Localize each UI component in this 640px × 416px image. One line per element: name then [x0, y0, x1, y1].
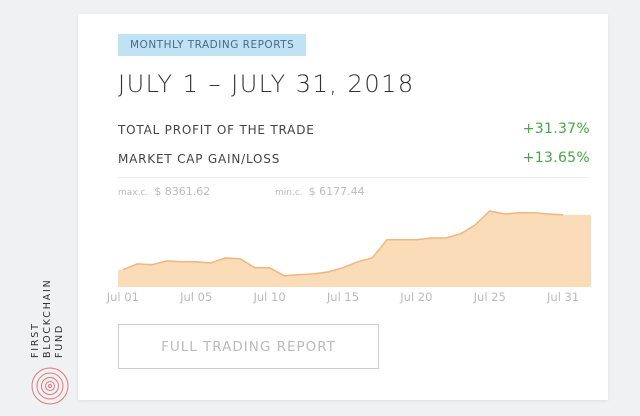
separator [118, 177, 590, 178]
logo [31, 367, 69, 405]
stat-row: TOTAL PROFIT OF THE TRADE +31.37% [118, 121, 590, 137]
brand-text: FIRST [30, 322, 41, 358]
report-title: JULY 1 – JULY 31, 2018 [118, 70, 415, 98]
stat-value: +13.65% [522, 150, 590, 166]
min-label: min.c. [275, 188, 303, 198]
stat-label: TOTAL PROFIT OF THE TRADE [118, 123, 315, 137]
brand-text: BLOCKCHAIN [42, 278, 53, 358]
min-price: min.c. $ 6177.44 [275, 185, 365, 198]
stat-row: MARKET CAP GAIN/LOSS +13.65% [118, 150, 590, 166]
full-report-button[interactable]: FULL TRADING REPORT [118, 324, 379, 369]
x-tick-label: Jul 01 [106, 290, 139, 304]
brand-text: FUND [54, 323, 65, 358]
x-tick-label: Jul 25 [473, 290, 506, 304]
badge: MONTHLY TRADING REPORTS [118, 34, 307, 56]
x-tick-label: Jul 10 [253, 290, 286, 304]
x-tick-label: Jul 05 [179, 290, 212, 304]
brand: FIRST BLOCKCHAIN FUND [30, 262, 70, 358]
x-tick-label: Jul 15 [326, 290, 359, 304]
x-tick-label: Jul 31 [546, 290, 579, 304]
price-area [118, 211, 591, 287]
min-value: $ 6177.44 [308, 185, 365, 198]
price-chart: Jul 01 Jul 05 Jul 10 Jul 15 Jul 20 Jul 25 Jul … [106, 210, 591, 304]
max-value: $ 8361.62 [154, 185, 211, 198]
stat-value: +31.37% [522, 121, 590, 137]
x-tick-label: Jul 20 [399, 290, 432, 304]
report-card: MONTHLY TRADING REPORTS JULY 1 – JULY 31… [78, 14, 608, 400]
max-price: max.c. $ 8361.62 [118, 185, 210, 198]
stat-label: MARKET CAP GAIN/LOSS [118, 152, 281, 166]
max-label: max.c. [118, 188, 149, 198]
price-line [122, 210, 564, 277]
